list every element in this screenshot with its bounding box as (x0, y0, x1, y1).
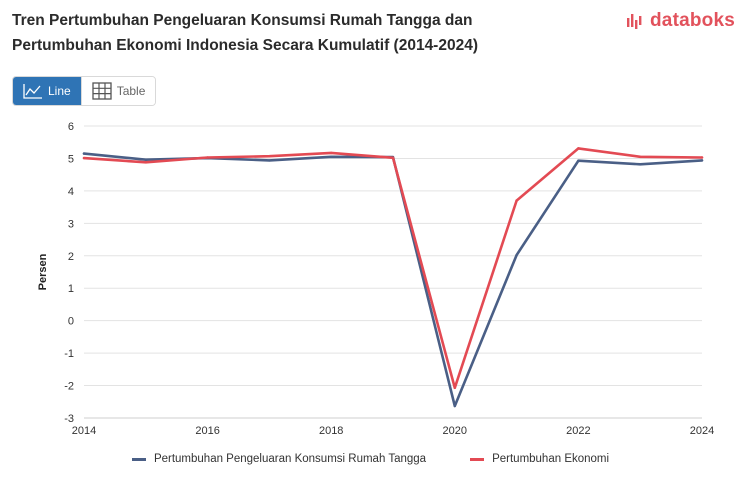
view-toggle: Line Table (12, 76, 157, 106)
y-tick-label: 2 (68, 251, 74, 263)
tab-table-label: Table (116, 84, 146, 98)
y-tick-label: -1 (64, 348, 74, 360)
bar-mark-icon (627, 14, 642, 29)
y-tick-label: -3 (64, 413, 74, 425)
data-point-series-2 (577, 147, 580, 150)
data-point-series-1 (639, 163, 642, 166)
data-point-series-2 (144, 161, 147, 164)
x-tick-label: 2018 (319, 425, 343, 437)
x-tick-label: 2020 (443, 425, 467, 437)
data-point-series-2 (82, 156, 86, 160)
data-point-series-1 (330, 155, 333, 159)
series-line-2 (82, 147, 704, 390)
chart-title-line-1: Tren Pertumbuhan Pengeluaran Konsumsi Ru… (12, 12, 473, 29)
legend-label-konsumsi: Pertumbuhan Pengeluaran Konsumsi Rumah T… (153, 453, 427, 465)
series-line-1 (82, 152, 704, 408)
data-point-series-1 (82, 152, 86, 155)
data-point-series-1 (453, 404, 456, 408)
y-axis-label: Persen (37, 253, 49, 290)
legend-swatch-konsumsi (131, 457, 146, 461)
x-tick-label: 2022 (566, 425, 590, 437)
x-tick-label: 2016 (195, 425, 219, 437)
chart-title: Tren Pertumbuhan Pengeluaran Konsumsi Ru… (12, 8, 572, 58)
x-tick-label: 2024 (690, 425, 714, 437)
data-point-series-1 (700, 159, 704, 162)
y-tick-label: 6 (68, 121, 74, 133)
y-tick-label: 1 (68, 283, 74, 295)
data-point-series-1 (515, 253, 518, 257)
data-point-series-2 (453, 386, 456, 390)
data-point-series-1 (268, 159, 271, 162)
tab-line[interactable]: Line (13, 77, 81, 105)
data-point-series-2 (700, 156, 704, 159)
data-point-series-2 (330, 151, 333, 155)
data-point-series-2 (515, 199, 518, 202)
y-tick-label: 0 (68, 316, 74, 328)
data-point-series-2 (391, 156, 395, 159)
table-grid-icon (92, 82, 112, 100)
tab-table[interactable]: Table (80, 77, 156, 105)
x-tick-label: 2014 (72, 425, 96, 437)
data-point-series-2 (639, 155, 642, 159)
legend-item-ekonomi[interactable]: Pertumbuhan Ekonomi (470, 453, 609, 465)
data-point-series-1 (144, 158, 147, 161)
y-tick-label: 3 (68, 218, 74, 230)
data-point-series-1 (577, 159, 580, 162)
y-tick-label: 4 (68, 186, 74, 198)
y-tick-label: -2 (64, 381, 74, 393)
tab-line-label: Line (48, 84, 71, 98)
legend-swatch-ekonomi (470, 457, 485, 461)
chart-legend: Pertumbuhan Pengeluaran Konsumsi Rumah T… (0, 453, 741, 465)
line-chart-icon (23, 84, 42, 99)
data-point-series-2 (268, 154, 271, 158)
data-point-series-2 (206, 156, 209, 159)
legend-label-ekonomi: Pertumbuhan Ekonomi (492, 453, 610, 465)
brand-name: databoks (650, 10, 736, 31)
y-tick-label: 5 (68, 153, 74, 165)
legend-item-konsumsi[interactable]: Pertumbuhan Pengeluaran Konsumsi Rumah T… (131, 453, 427, 465)
brand-logo: databoks (626, 10, 735, 32)
chart-title-line-2: Pertumbuhan Ekonomi Indonesia Secara Kum… (12, 37, 478, 54)
